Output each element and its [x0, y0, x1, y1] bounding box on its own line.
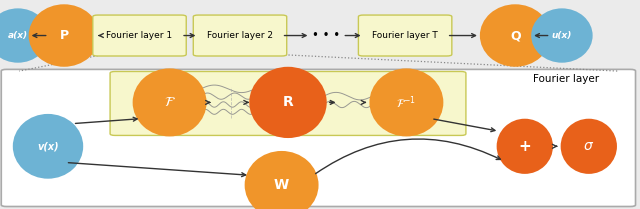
Text: a(x): a(x) — [8, 31, 28, 40]
Text: Fourier layer T: Fourier layer T — [372, 31, 438, 40]
Text: • • •: • • • — [312, 29, 340, 42]
Ellipse shape — [250, 67, 327, 138]
Text: v(x): v(x) — [37, 141, 59, 151]
Ellipse shape — [132, 68, 207, 136]
Text: u(x): u(x) — [552, 31, 572, 40]
Ellipse shape — [13, 114, 83, 179]
Text: W: W — [274, 178, 289, 192]
Text: $\sigma$: $\sigma$ — [583, 139, 595, 153]
Text: Q: Q — [510, 29, 520, 42]
Text: Fourier layer 2: Fourier layer 2 — [207, 31, 273, 40]
Text: Fourier layer: Fourier layer — [533, 74, 600, 84]
Ellipse shape — [480, 4, 550, 67]
FancyArrowPatch shape — [68, 163, 246, 177]
Ellipse shape — [0, 8, 49, 63]
FancyBboxPatch shape — [193, 15, 287, 56]
FancyBboxPatch shape — [1, 69, 636, 206]
Ellipse shape — [29, 4, 99, 67]
FancyBboxPatch shape — [110, 71, 466, 135]
Text: $\mathcal{F}$: $\mathcal{F}$ — [164, 96, 175, 109]
FancyBboxPatch shape — [358, 15, 452, 56]
Ellipse shape — [561, 119, 617, 174]
Text: +: + — [518, 139, 531, 154]
Text: R: R — [283, 96, 293, 109]
Ellipse shape — [497, 119, 553, 174]
Text: Fourier layer 1: Fourier layer 1 — [106, 31, 173, 40]
Ellipse shape — [244, 151, 319, 209]
Text: P: P — [60, 29, 68, 42]
FancyArrowPatch shape — [316, 139, 500, 174]
FancyBboxPatch shape — [93, 15, 186, 56]
Text: $\mathcal{F}^{-1}$: $\mathcal{F}^{-1}$ — [396, 94, 417, 111]
Ellipse shape — [369, 68, 444, 136]
Ellipse shape — [531, 8, 593, 63]
